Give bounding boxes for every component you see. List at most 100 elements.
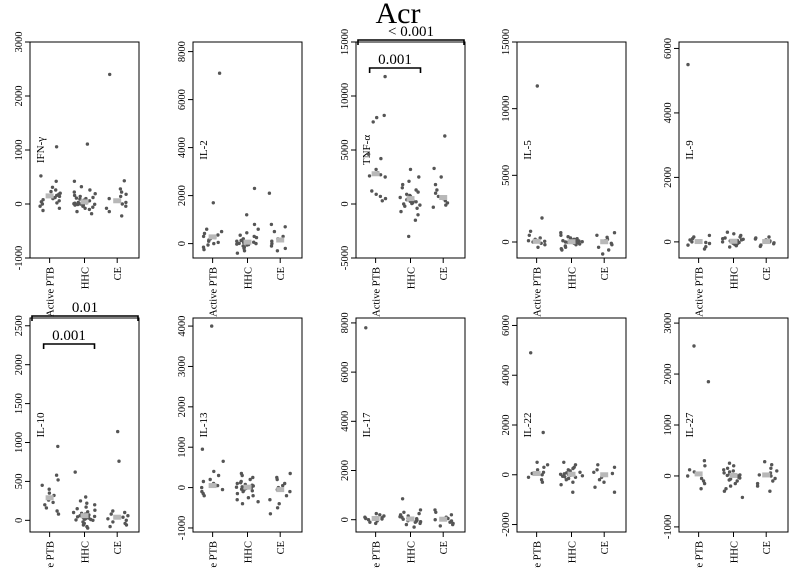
data-point — [753, 237, 758, 241]
y-tick-label: 8000 — [340, 312, 351, 333]
y-tick-label: 1500 — [14, 393, 25, 414]
x-tick-label: CE — [113, 541, 124, 554]
data-point — [443, 134, 447, 138]
y-tick-label: -5000 — [340, 246, 351, 271]
data-point — [535, 468, 540, 472]
x-tick-label: Active PTB — [372, 541, 383, 568]
data-point — [527, 233, 531, 237]
y-tick-label: 6000 — [501, 315, 512, 336]
panel-il-10: 0 500 1000 1500 2000 2500 IL-10 Active PTB HHC CE… — [14, 300, 140, 568]
data-point — [288, 471, 292, 476]
data-point — [275, 249, 280, 253]
data-point — [268, 498, 272, 502]
data-point — [725, 230, 730, 234]
data-point — [107, 196, 111, 201]
data-point — [54, 473, 59, 477]
data-point — [374, 511, 378, 516]
data-point — [256, 227, 260, 231]
data-point — [541, 470, 546, 474]
data-point — [407, 179, 411, 183]
data-point — [580, 474, 585, 478]
data-point — [571, 490, 575, 494]
data-point — [210, 324, 214, 328]
y-axis-label: IFN-γ — [35, 137, 47, 163]
median-marker — [729, 238, 738, 244]
x-tick-label: HHC — [244, 267, 255, 289]
data-point — [560, 248, 564, 252]
p-value-label: 0.01 — [72, 300, 98, 316]
y-tick-label: 15000 — [501, 29, 512, 55]
data-point — [93, 508, 97, 512]
y-tick-label: 0 — [501, 239, 512, 244]
data-point — [706, 380, 711, 384]
data-point — [124, 204, 128, 208]
data-point — [91, 205, 95, 209]
y-tick-label: 5000 — [340, 140, 351, 161]
x-tick-label: HHC — [568, 541, 579, 563]
data-point — [238, 481, 243, 485]
y-tick-label: 2000 — [177, 396, 188, 417]
data-point — [55, 509, 59, 513]
data-point — [380, 517, 384, 521]
data-point — [731, 469, 735, 473]
data-point — [541, 430, 545, 435]
significance-bracket — [368, 67, 422, 73]
data-point — [235, 242, 239, 246]
y-tick-label: 1000 — [177, 437, 188, 458]
data-point — [734, 244, 738, 248]
data-point — [596, 245, 601, 249]
median-marker — [371, 171, 380, 177]
data-point — [83, 517, 87, 521]
y-tick-label: 0 — [663, 239, 674, 244]
data-point — [56, 444, 60, 449]
data-point — [775, 469, 779, 473]
data-point — [528, 229, 533, 233]
data-point — [405, 192, 409, 196]
data-point — [84, 505, 88, 509]
data-point — [580, 240, 584, 244]
median-marker — [532, 471, 541, 477]
y-tick-label: 500 — [14, 474, 25, 490]
median-marker — [80, 199, 89, 205]
data-point — [612, 231, 617, 235]
data-point — [561, 239, 565, 243]
data-point — [47, 491, 52, 495]
data-point — [88, 188, 92, 192]
data-point — [382, 113, 386, 118]
data-point — [124, 518, 128, 522]
data-point — [449, 513, 454, 517]
data-point — [119, 190, 124, 194]
data-point — [416, 190, 420, 194]
data-point — [771, 479, 775, 483]
data-point — [57, 199, 61, 203]
y-tick-label: 6000 — [663, 38, 674, 59]
y-tick-label: 2500 — [14, 315, 25, 336]
data-point — [75, 507, 79, 511]
data-point — [91, 518, 95, 522]
data-point — [72, 179, 77, 183]
data-point — [272, 229, 277, 234]
y-tick-label: 2000 — [663, 364, 674, 385]
data-point — [75, 209, 79, 214]
data-point — [245, 213, 249, 217]
y-tick-label: 2000 — [340, 460, 351, 481]
data-point — [432, 166, 436, 171]
x-tick-label: Active PTB — [46, 541, 57, 568]
p-value-label: 0.001 — [52, 328, 86, 344]
y-tick-label: 3000 — [663, 313, 674, 334]
data-point — [732, 464, 736, 468]
data-point — [418, 521, 422, 526]
data-point — [536, 245, 540, 249]
data-point — [596, 463, 600, 467]
data-point — [108, 72, 112, 77]
data-point — [120, 202, 125, 206]
panel-il-2: 0 2000 4000 6000 8000 IL-2 Active PTB HHC CE — [177, 41, 303, 317]
x-tick-label: HHC — [244, 541, 255, 563]
data-point — [124, 200, 128, 205]
data-point — [578, 242, 582, 246]
x-tick-label: CE — [762, 267, 773, 280]
x-tick-label: HHC — [407, 267, 418, 289]
y-tick-label: -1000 — [14, 246, 25, 271]
median-marker — [406, 516, 415, 522]
data-point — [686, 243, 690, 247]
